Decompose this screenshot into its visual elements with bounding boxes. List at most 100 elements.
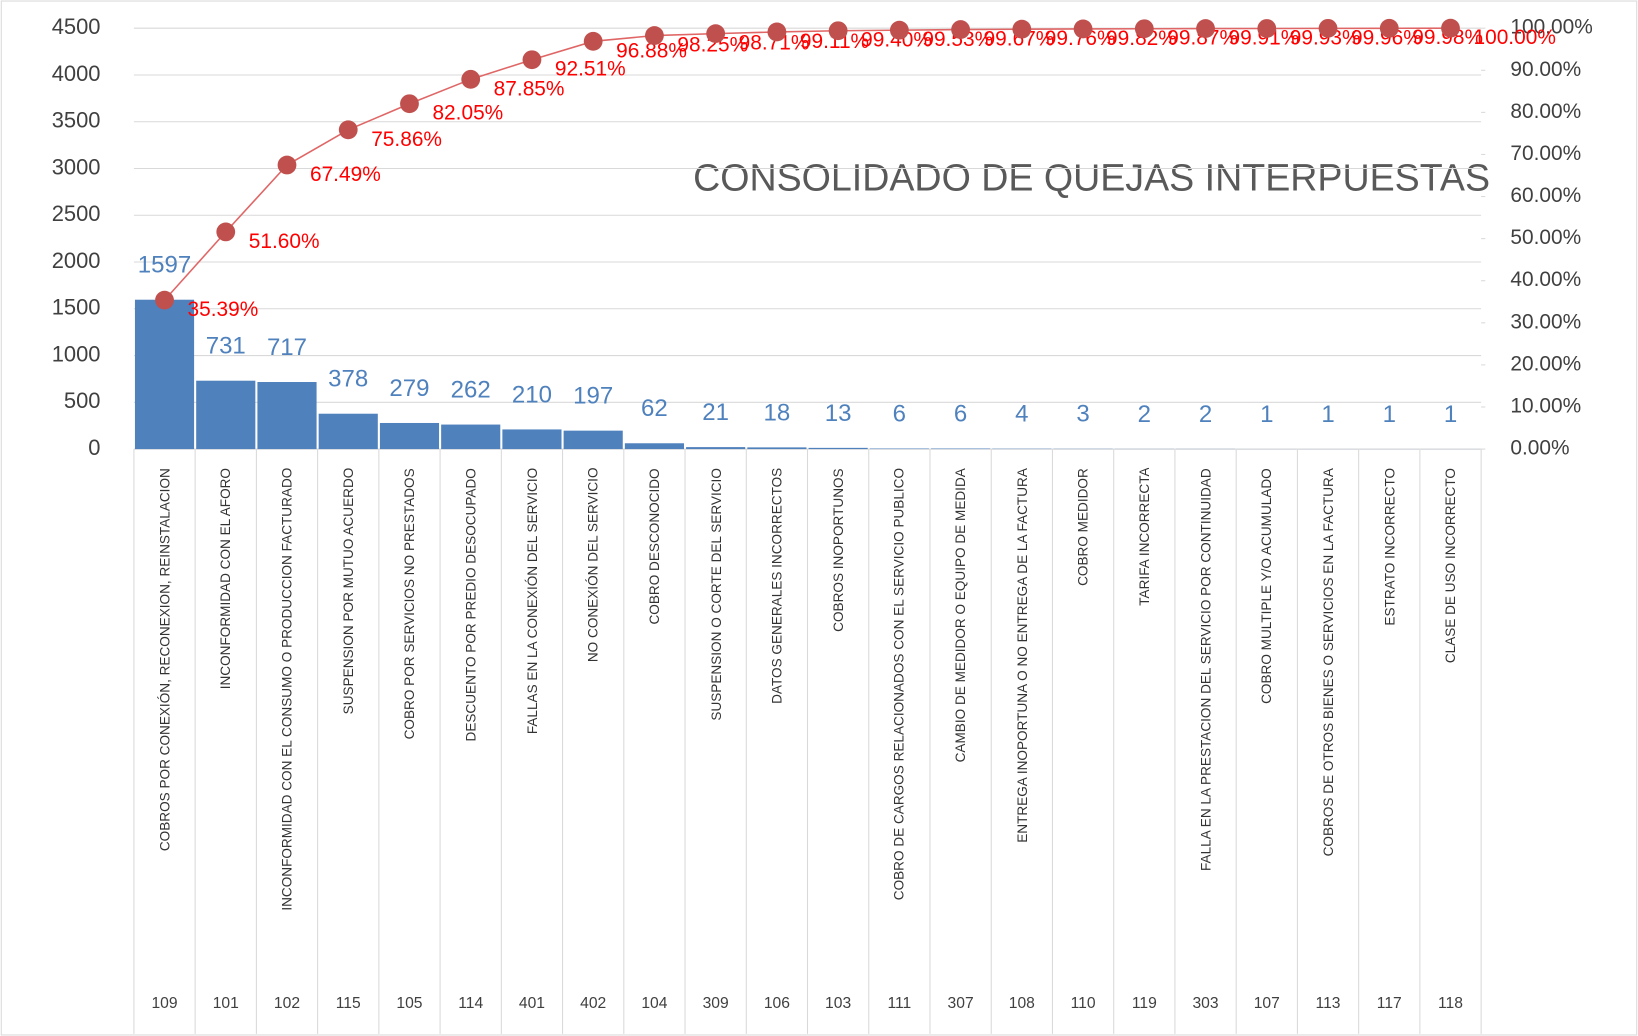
line-data-label: 99.96% — [1351, 26, 1422, 49]
data-label: 1 — [1260, 401, 1273, 428]
bar — [257, 382, 317, 450]
line-data-label: 99.53% — [922, 28, 993, 51]
category-label-box: COBROS DE OTROS BIENES O SERVICIOS EN LA… — [1320, 468, 1336, 856]
category-label-box: FALLA EN LA PRESTACION DEL SERVICIO POR … — [1175, 468, 1236, 969]
category-label: COBROS POR CONEXIÓN, RECONEXION, REINSTA… — [156, 467, 173, 851]
code-label: 102 — [274, 995, 300, 1012]
data-label: 262 — [451, 376, 491, 403]
y-tick-label: 500 — [64, 388, 101, 413]
data-label: 2 — [1199, 401, 1212, 428]
code-label: 108 — [1009, 995, 1035, 1012]
line-data-label: 99.76% — [1045, 27, 1116, 50]
data-label: 2 — [1138, 401, 1151, 428]
data-label: 1 — [1383, 401, 1396, 428]
bar — [869, 448, 929, 450]
category-label-box: ENTREGA INOPORTUNA O NO ENTREGA DE LA FA… — [1014, 467, 1030, 843]
category-label-box: INCONFORMIDAD CON EL CONSUMO O PRODUCCIO… — [256, 468, 317, 969]
category-label-box: CLASE DE USO INCORRECTO — [1420, 468, 1481, 969]
code-label: 309 — [703, 995, 729, 1012]
line-point — [828, 21, 848, 41]
line-point — [1318, 18, 1338, 38]
y-tick-label: 4000 — [52, 61, 101, 86]
data-label: 1 — [1444, 401, 1457, 428]
line-point — [951, 20, 971, 39]
code-label: 111 — [887, 995, 911, 1012]
line-data-label: 35.39% — [187, 298, 258, 321]
code-label: 106 — [764, 995, 790, 1012]
category-label-wrap: CLASE DE USO INCORRECTO — [1420, 468, 1481, 969]
data-label: 279 — [389, 375, 429, 402]
line-data-label: 87.85% — [494, 77, 565, 100]
category-label-wrap: ESTRATO INCORRECTO — [1359, 468, 1420, 969]
category-label: TARIFA INCORRECTA — [1136, 467, 1153, 607]
line-point — [155, 290, 174, 310]
line-data-label: 82.05% — [432, 102, 503, 125]
line-data-label: 96.88% — [616, 39, 687, 62]
code-label: 104 — [641, 995, 667, 1012]
code-label: 307 — [948, 995, 974, 1012]
category-label: ENTREGA INOPORTUNA O NO ENTREGA DE LA FA… — [1014, 467, 1030, 843]
category-label: COBRO DESCONOCIDO — [646, 467, 663, 625]
y-tick-label: 4500 — [52, 14, 101, 39]
bar — [196, 380, 256, 450]
y2-tick-label: 50.00% — [1510, 226, 1581, 249]
y2-tick-label: 30.00% — [1510, 310, 1581, 333]
category-label-box: CAMBIO DE MEDIDOR O EQUIPO DE MEDIDA — [953, 468, 969, 762]
category-label-box: COBRO MULTIPLE Y/O ACUMULADO — [1258, 467, 1275, 704]
line-point — [1379, 18, 1399, 38]
data-label: 6 — [954, 400, 967, 427]
category-label-wrap: COBRO MEDIDOR — [1052, 468, 1113, 969]
line-point — [522, 50, 542, 70]
line-point — [645, 26, 664, 45]
category-label-box: TARIFA INCORRECTA — [1136, 467, 1153, 607]
category-label-box: COBROS INOPORTUNOS — [830, 468, 846, 631]
line-data-label: 67.49% — [310, 163, 381, 186]
category-label-wrap: DATOS GENERALES INCORRECTOS — [746, 468, 807, 969]
line-data-label: 99.98% — [1412, 26, 1483, 49]
category-label-box: INCONFORMIDAD CON EL AFORO — [195, 468, 256, 969]
category-label-wrap: COBRO POR SERVICIOS NO PRESTADOS — [379, 468, 440, 969]
code-label: 402 — [580, 995, 606, 1012]
code-label: 114 — [458, 995, 483, 1012]
data-label: 378 — [328, 366, 368, 393]
category-label: INCONFORMIDAD CON EL AFORO — [217, 467, 234, 690]
y-tick-label: 3500 — [52, 108, 101, 133]
code-label: 110 — [1071, 995, 1096, 1012]
y-tick-label: 2500 — [52, 201, 101, 226]
code-label: 109 — [151, 995, 177, 1012]
category-label-box: SUSPENSION O CORTE DEL SERVICIO — [708, 468, 724, 720]
category-label-wrap: FALLA EN LA PRESTACION DEL SERVICIO POR … — [1175, 468, 1236, 969]
line-data-label: 99.82% — [1106, 27, 1177, 50]
category-label-box: COBRO DESCONOCIDO — [624, 468, 685, 969]
line-point — [1441, 18, 1460, 38]
category-label-wrap: INCONFORMIDAD CON EL AFORO — [195, 468, 256, 969]
data-label: 4 — [1015, 401, 1028, 428]
y2-tick-label: 70.00% — [1510, 142, 1581, 165]
code-label: 303 — [1192, 995, 1218, 1012]
bar — [808, 447, 868, 450]
line-point — [767, 22, 787, 42]
y-tick-label: 1000 — [52, 341, 101, 366]
data-label: 6 — [893, 400, 906, 427]
category-label-wrap: COBRO DESCONOCIDO — [624, 468, 685, 969]
y-tick-label: 3000 — [52, 154, 101, 179]
code-label: 105 — [396, 995, 422, 1012]
category-label-box: COBRO DE CARGOS RELACIONADOS CON EL SERV… — [891, 467, 908, 901]
code-label: 117 — [1377, 995, 1402, 1012]
data-label: 210 — [512, 381, 552, 408]
line-point — [400, 94, 419, 114]
data-label: 1 — [1321, 401, 1334, 428]
y2-tick-label: 20.00% — [1510, 352, 1581, 375]
category-label-wrap: INCONFORMIDAD CON EL CONSUMO O PRODUCCIO… — [256, 468, 317, 969]
line-point — [1012, 19, 1032, 39]
line-point — [216, 222, 236, 242]
line-data-label: 92.51% — [555, 58, 626, 81]
category-label: COBRO DE CARGOS RELACIONADOS CON EL SERV… — [891, 467, 908, 901]
code-label: 103 — [825, 995, 851, 1012]
code-label: 101 — [213, 995, 239, 1012]
line-point — [583, 31, 603, 51]
category-label-box: SUSPENSION POR MUTUO ACUERDO — [340, 468, 356, 715]
category-label: COBRO MULTIPLE Y/O ACUMULADO — [1258, 467, 1275, 704]
